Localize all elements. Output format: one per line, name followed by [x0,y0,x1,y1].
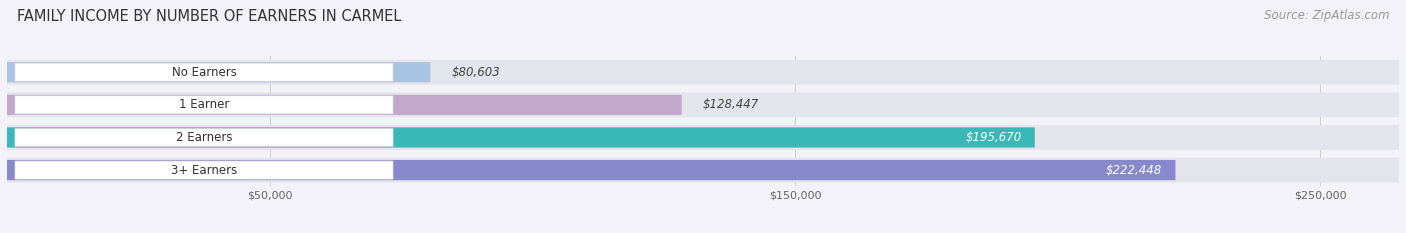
FancyBboxPatch shape [7,158,1399,182]
FancyBboxPatch shape [7,160,1175,180]
FancyBboxPatch shape [15,128,394,147]
Text: 2 Earners: 2 Earners [176,131,232,144]
FancyBboxPatch shape [15,161,394,179]
Text: $195,670: $195,670 [966,131,1022,144]
Text: 1 Earner: 1 Earner [179,98,229,111]
FancyBboxPatch shape [7,93,1399,117]
Text: $128,447: $128,447 [703,98,759,111]
Text: FAMILY INCOME BY NUMBER OF EARNERS IN CARMEL: FAMILY INCOME BY NUMBER OF EARNERS IN CA… [17,9,401,24]
FancyBboxPatch shape [7,62,430,82]
Text: $80,603: $80,603 [451,66,501,79]
FancyBboxPatch shape [7,125,1399,150]
FancyBboxPatch shape [7,95,682,115]
Text: $222,448: $222,448 [1107,164,1163,177]
Text: Source: ZipAtlas.com: Source: ZipAtlas.com [1264,9,1389,22]
Text: No Earners: No Earners [172,66,236,79]
FancyBboxPatch shape [15,63,394,81]
FancyBboxPatch shape [7,127,1035,147]
Text: 3+ Earners: 3+ Earners [172,164,238,177]
FancyBboxPatch shape [7,60,1399,85]
FancyBboxPatch shape [15,96,394,114]
